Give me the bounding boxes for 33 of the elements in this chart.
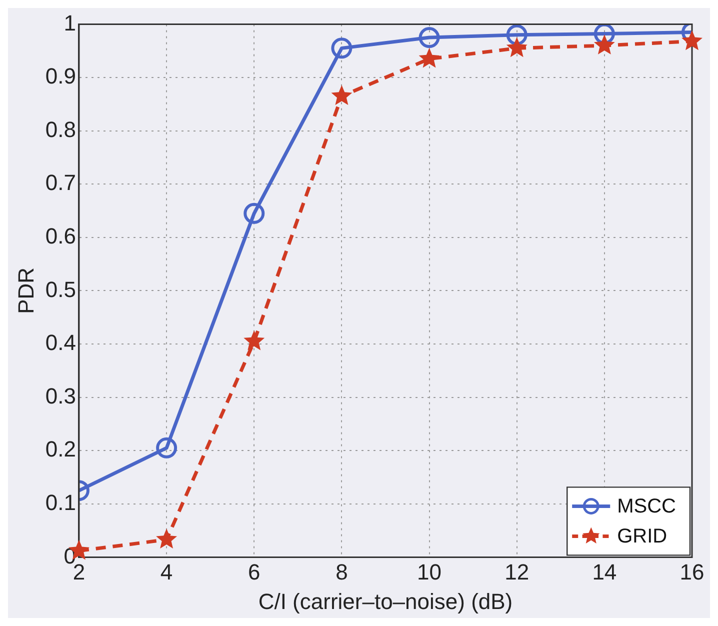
y-tick-label: 0.5	[45, 276, 76, 302]
x-tick-label: 8	[336, 559, 348, 584]
point	[506, 37, 528, 58]
legend-label: MSCC	[617, 496, 676, 518]
x-tick-label: 10	[417, 559, 442, 584]
y-tick-label: 0.4	[45, 330, 76, 356]
point	[418, 48, 440, 68]
x-tick-label: 6	[248, 559, 260, 584]
x-tick-label: 4	[160, 559, 173, 584]
point	[418, 27, 440, 48]
point	[156, 437, 178, 458]
x-axis-title: C/I (carrier–to–noise) (dB)	[258, 588, 513, 614]
y-tick-label: 1	[64, 10, 76, 36]
y-tick-label: 0.8	[45, 116, 76, 142]
x-tick-label: 12	[504, 559, 530, 584]
x-tick-label: 14	[592, 559, 617, 584]
point	[331, 38, 352, 59]
y-tick-label: 0.1	[45, 490, 76, 515]
point	[682, 30, 702, 50]
y-tick-label: 0.6	[45, 223, 76, 248]
y-tick-label: 0.7	[45, 170, 76, 196]
point	[244, 202, 265, 224]
legend-label: GRID	[617, 526, 668, 548]
y-tick-label: 0.9	[45, 64, 76, 89]
x-tick-label: 16	[680, 559, 704, 584]
point	[506, 24, 528, 46]
point	[156, 528, 178, 549]
point	[244, 330, 265, 350]
y-tick-label: 0.2	[45, 436, 76, 462]
point	[594, 34, 615, 54]
y-axis-title: PDR	[13, 267, 38, 314]
y-tick-label: 0.3	[45, 383, 76, 408]
point	[331, 85, 352, 106]
